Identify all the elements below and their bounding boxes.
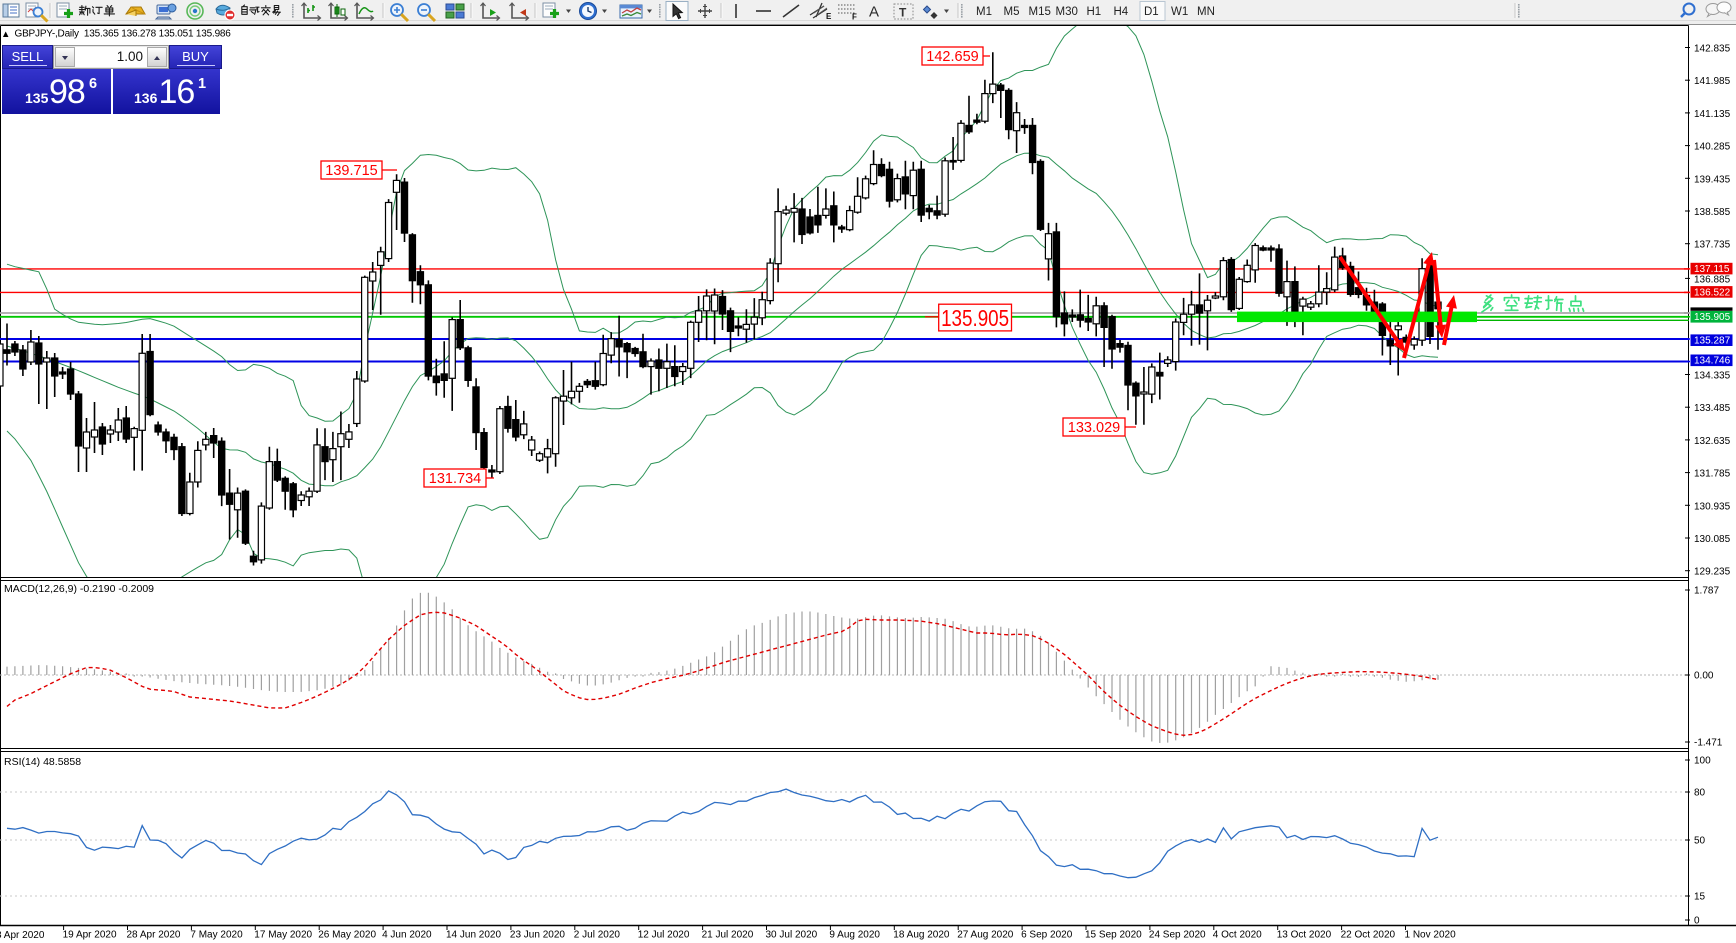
svg-text:100: 100 — [1694, 756, 1711, 767]
svg-text:9 Aug 2020: 9 Aug 2020 — [829, 930, 880, 941]
svg-text:18 Aug 2020: 18 Aug 2020 — [893, 930, 950, 941]
svg-text:M5: M5 — [1004, 6, 1020, 18]
svg-text:W1: W1 — [1171, 6, 1188, 18]
svg-text:6 Sep 2020: 6 Sep 2020 — [1021, 930, 1073, 941]
svg-text:23 Jun 2020: 23 Jun 2020 — [510, 930, 565, 941]
svg-text:24 Sep 2020: 24 Sep 2020 — [1149, 930, 1206, 941]
svg-text:0: 0 — [1694, 916, 1700, 927]
svg-text:135.287: 135.287 — [1694, 336, 1731, 347]
svg-text:15: 15 — [1694, 892, 1706, 903]
svg-text:13 Oct 2020: 13 Oct 2020 — [1277, 930, 1332, 941]
svg-text:7 May 2020: 7 May 2020 — [190, 930, 243, 941]
svg-text:D1: D1 — [1144, 6, 1159, 18]
svg-text:129.235: 129.235 — [1694, 567, 1731, 578]
svg-text:141.985: 141.985 — [1694, 76, 1731, 87]
svg-text:139.435: 139.435 — [1694, 174, 1731, 185]
svg-text:T: T — [899, 6, 907, 20]
svg-text:12 Jul 2020: 12 Jul 2020 — [638, 930, 690, 941]
svg-text:141.135: 141.135 — [1694, 109, 1731, 120]
svg-text:H4: H4 — [1114, 6, 1129, 18]
svg-text:30 Jul 2020: 30 Jul 2020 — [766, 930, 818, 941]
svg-text:4 Jun 2020: 4 Jun 2020 — [382, 930, 432, 941]
svg-text:137.115: 137.115 — [1694, 264, 1730, 275]
svg-text:E: E — [826, 12, 832, 21]
svg-text:142.659: 142.659 — [926, 49, 978, 65]
svg-text:136.885: 136.885 — [1694, 274, 1731, 285]
svg-text:140.285: 140.285 — [1694, 142, 1731, 153]
svg-text:137.735: 137.735 — [1694, 240, 1731, 251]
svg-text:21 Jul 2020: 21 Jul 2020 — [702, 930, 754, 941]
svg-text:138.585: 138.585 — [1694, 207, 1731, 218]
svg-text:-1.471: -1.471 — [1694, 738, 1723, 749]
svg-text:142.835: 142.835 — [1694, 44, 1731, 55]
svg-text:F: F — [852, 13, 857, 22]
svg-text:50: 50 — [1694, 836, 1706, 847]
svg-text:133.029: 133.029 — [1068, 420, 1120, 436]
svg-text:132.635: 132.635 — [1694, 436, 1731, 447]
svg-text:130.085: 130.085 — [1694, 534, 1731, 545]
svg-text:1.787: 1.787 — [1694, 586, 1719, 597]
svg-text:27 Aug 2020: 27 Aug 2020 — [957, 930, 1014, 941]
svg-text:RSI(14) 48.5858: RSI(14) 48.5858 — [4, 756, 81, 768]
svg-text:130.935: 130.935 — [1694, 501, 1731, 512]
svg-text:17 May 2020: 17 May 2020 — [254, 930, 312, 941]
svg-text:4 Oct 2020: 4 Oct 2020 — [1213, 930, 1262, 941]
svg-text:15 Sep 2020: 15 Sep 2020 — [1085, 930, 1142, 941]
svg-text:H1: H1 — [1087, 6, 1102, 18]
svg-text:2 Jul 2020: 2 Jul 2020 — [574, 930, 621, 941]
svg-text:M1: M1 — [976, 6, 992, 18]
svg-text:28 Apr 2020: 28 Apr 2020 — [127, 930, 181, 941]
svg-text:22 Oct 2020: 22 Oct 2020 — [1341, 930, 1396, 941]
svg-text:1 Nov 2020: 1 Nov 2020 — [1405, 930, 1457, 941]
svg-text:▲: ▲ — [1, 29, 10, 40]
svg-text:131.734: 131.734 — [429, 471, 481, 487]
svg-text:GBPJPY-,Daily 135.365 136.278: GBPJPY-,Daily 135.365 136.278 135.051 13… — [15, 29, 232, 40]
svg-text:A: A — [869, 4, 879, 21]
svg-text:139.715: 139.715 — [325, 163, 377, 179]
svg-text:3 Apr 2020: 3 Apr 2020 — [0, 930, 45, 941]
svg-text:135.905: 135.905 — [941, 305, 1009, 331]
svg-text:26 May 2020: 26 May 2020 — [318, 930, 376, 941]
svg-text:136.522: 136.522 — [1694, 287, 1731, 298]
svg-text:134.746: 134.746 — [1694, 356, 1731, 367]
svg-text:0.00: 0.00 — [1694, 671, 1714, 682]
svg-text:14 Jun 2020: 14 Jun 2020 — [446, 930, 501, 941]
svg-text:MN: MN — [1197, 6, 1215, 18]
svg-text:19 Apr 2020: 19 Apr 2020 — [63, 930, 117, 941]
svg-text:133.485: 133.485 — [1694, 403, 1731, 414]
svg-text:135.905: 135.905 — [1694, 312, 1731, 323]
svg-text:80: 80 — [1694, 788, 1706, 799]
svg-text:MACD(12,26,9) -0.2190 -0.2009: MACD(12,26,9) -0.2190 -0.2009 — [4, 583, 154, 595]
svg-text:M30: M30 — [1056, 6, 1078, 18]
svg-text:M15: M15 — [1029, 6, 1051, 18]
svg-text:131.785: 131.785 — [1694, 469, 1731, 480]
svg-text:134.335: 134.335 — [1694, 371, 1731, 382]
